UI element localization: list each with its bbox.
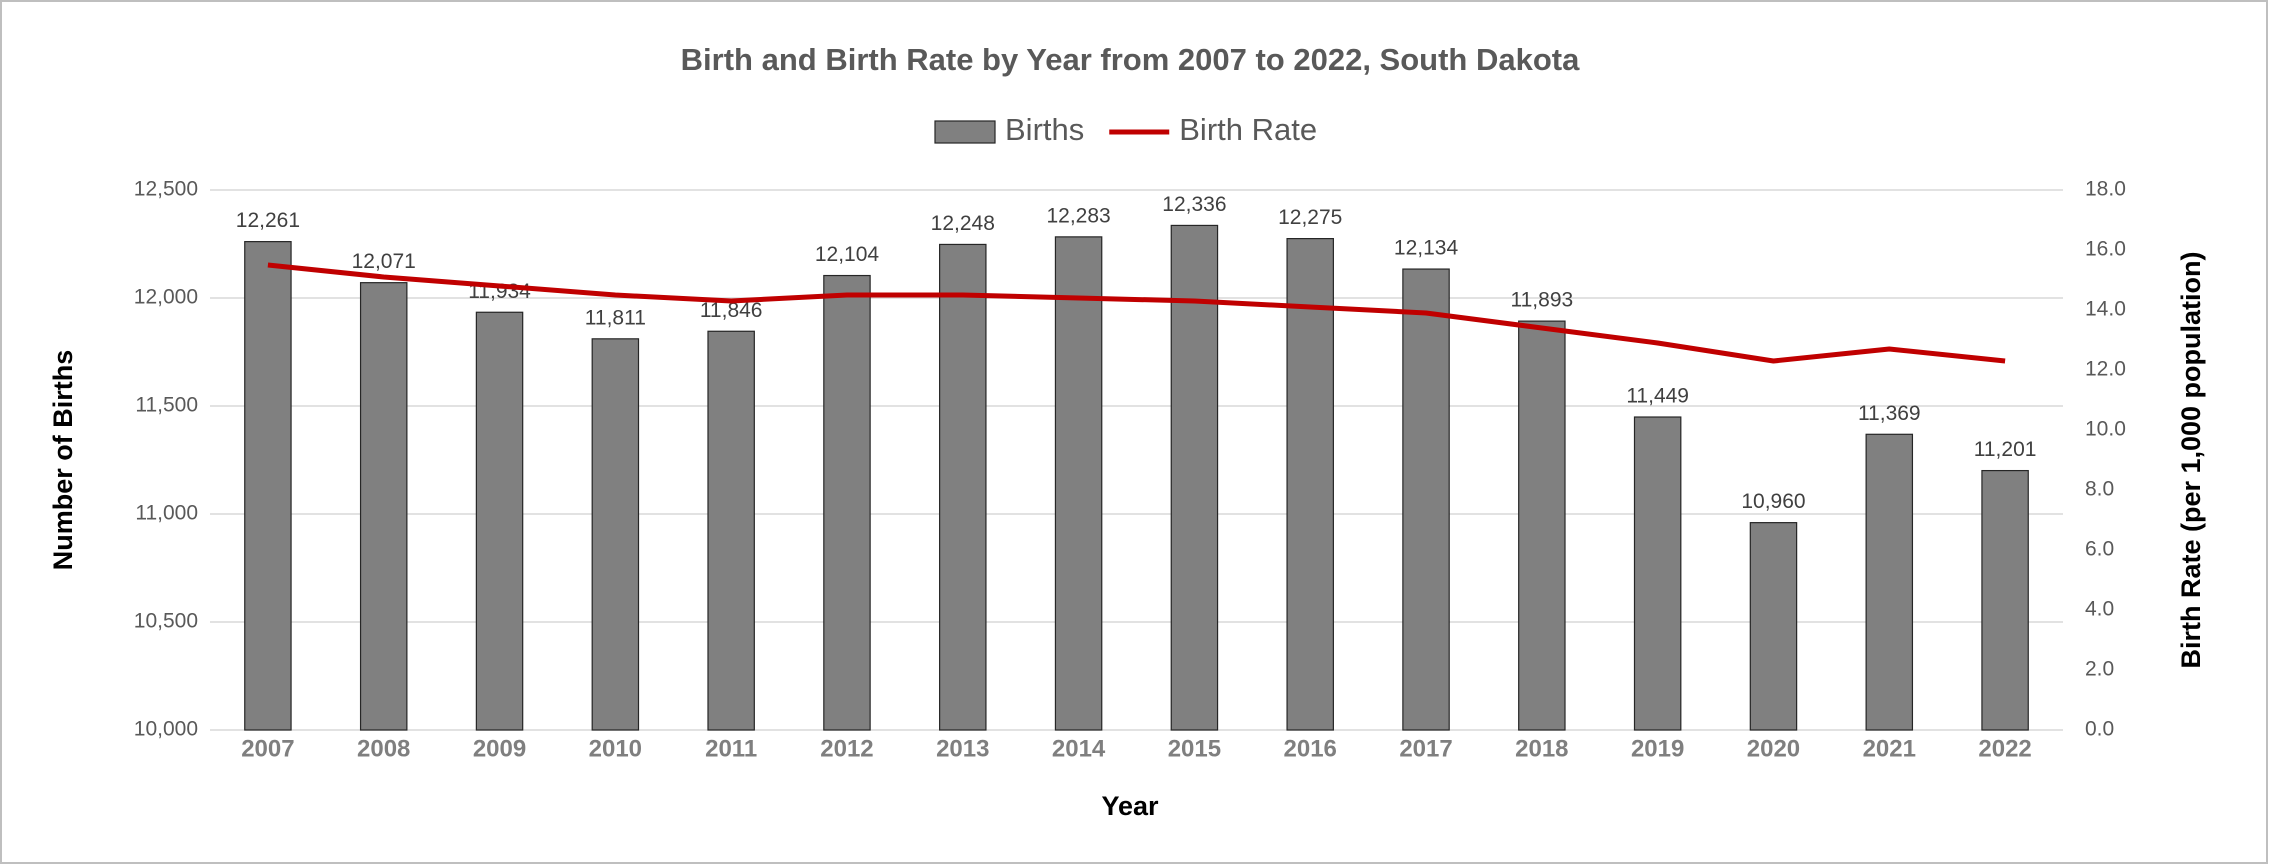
x-tick-label: 2022	[1978, 735, 2031, 762]
bar	[359, 282, 408, 731]
x-tick-label: 2019	[1631, 735, 1684, 762]
y2-tick-label: 14.0	[2085, 298, 2126, 321]
x-tick-label: 2021	[1863, 735, 1916, 762]
x-tick-label: 2010	[589, 735, 642, 762]
y2-tick-label: 6.0	[2085, 538, 2114, 561]
data-label: 11,201	[1974, 438, 2037, 461]
data-label: 12,248	[931, 212, 995, 235]
data-label: 12,283	[1046, 204, 1110, 227]
data-label: 11,369	[1858, 402, 1921, 425]
bar	[1981, 469, 2029, 731]
x-tick-label: 2009	[473, 735, 526, 762]
x-tick-label: 2020	[1747, 735, 1800, 762]
chart-title: Birth and Birth Rate by Year from 2007 t…	[681, 42, 1580, 77]
bar	[1286, 238, 1334, 731]
y-tick-label: 10,000	[134, 718, 198, 741]
y-tick-label: 11,000	[135, 502, 198, 525]
legend-swatch	[934, 120, 996, 144]
y2-tick-label: 0.0	[2085, 718, 2114, 741]
line	[267, 262, 2006, 364]
bar	[244, 241, 292, 731]
bar	[823, 274, 871, 731]
bar	[1518, 320, 1566, 731]
data-label: 12,104	[815, 243, 880, 266]
x-tick-label: 2013	[936, 735, 989, 762]
bar	[591, 338, 640, 731]
y-tick-label: 11,500	[135, 394, 198, 417]
bar	[1865, 433, 1914, 731]
data-label: 12,261	[236, 209, 300, 232]
data-label: 11,846	[700, 299, 763, 322]
x-tick-label: 2012	[820, 735, 873, 762]
y2-tick-label: 4.0	[2085, 598, 2114, 621]
x-tick-label: 2018	[1515, 735, 1568, 762]
bar	[939, 243, 987, 731]
data-label: 12,134	[1394, 237, 1459, 260]
data-label: 12,071	[352, 250, 416, 273]
x-tick-label: 2017	[1399, 735, 1452, 762]
y2-tick-label: 10.0	[2085, 418, 2126, 441]
x-tick-label: 2007	[241, 735, 294, 762]
y2-tick-label: 8.0	[2085, 478, 2114, 501]
x-tick-label: 2016	[1284, 735, 1337, 762]
bar	[1170, 224, 1219, 731]
legend-label: Birth Rate	[1179, 112, 1317, 147]
y2-axis-title: Birth Rate (per 1,000 population)	[2176, 251, 2206, 668]
data-label: 12,275	[1278, 206, 1342, 229]
bar	[1749, 522, 1798, 731]
bar	[475, 311, 524, 731]
data-label: 10,960	[1741, 490, 1805, 513]
y2-tick-label: 2.0	[2085, 658, 2114, 681]
data-label: 11,893	[1511, 289, 1574, 312]
bar	[1054, 236, 1103, 731]
y-tick-label: 12,000	[134, 286, 198, 309]
y2-tick-label: 18.0	[2085, 178, 2126, 201]
data-label: 11,811	[585, 306, 646, 329]
x-tick-label: 2011	[705, 735, 757, 762]
legend-label: Births	[1005, 112, 1084, 147]
bar	[1402, 268, 1450, 731]
bar	[1633, 416, 1682, 731]
data-label: 11,449	[1626, 385, 1689, 408]
y2-tick-label: 12.0	[2085, 358, 2126, 381]
data-label: 12,336	[1162, 193, 1226, 216]
x-axis-title: Year	[1101, 791, 1159, 821]
y-tick-label: 10,500	[134, 610, 198, 633]
bar	[707, 330, 755, 731]
y2-tick-label: 16.0	[2085, 238, 2126, 261]
x-tick-label: 2014	[1052, 735, 1106, 762]
x-tick-label: 2008	[357, 735, 410, 762]
y-axis-title: Number of Births	[48, 350, 78, 571]
y-tick-label: 12,500	[134, 178, 198, 201]
x-tick-label: 2015	[1168, 735, 1221, 762]
